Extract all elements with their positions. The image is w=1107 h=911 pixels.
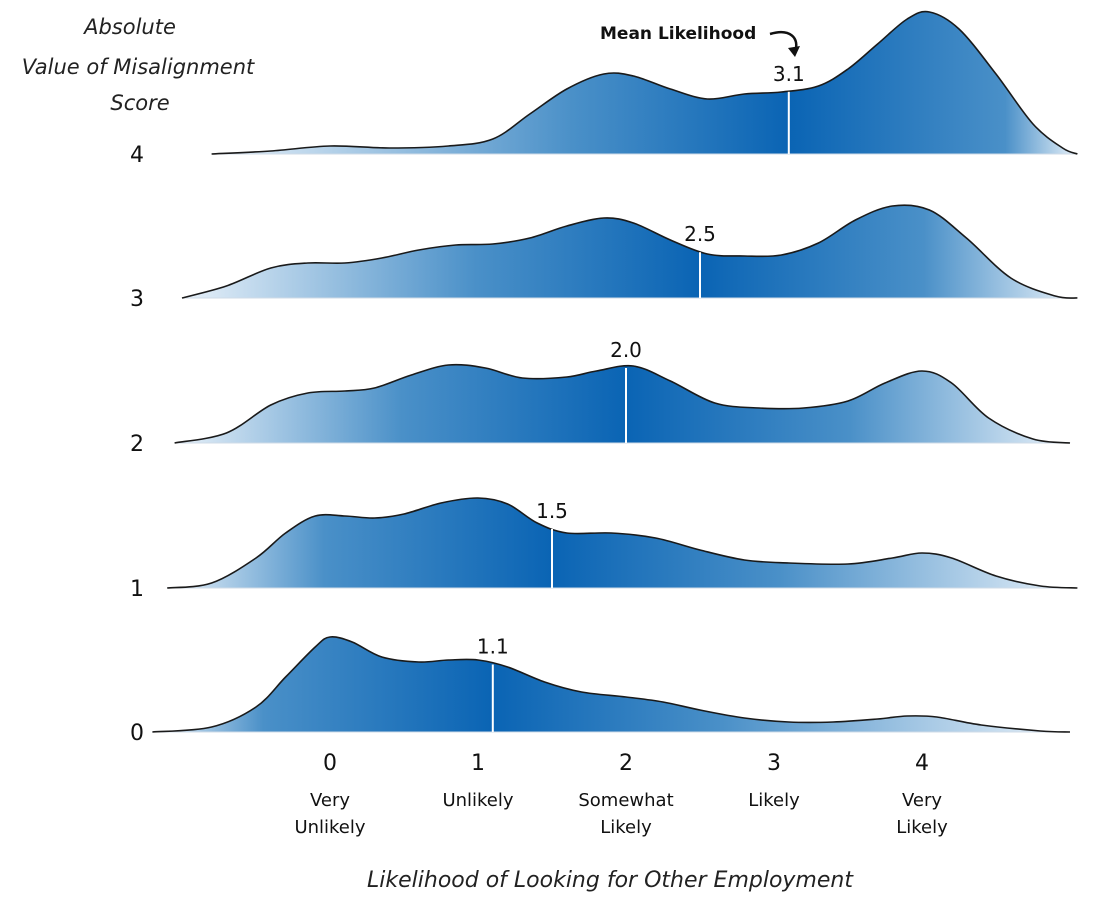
mean-label-4: 3.1 xyxy=(773,62,805,86)
ridges-group: 1.1 0 1.5 1 2.0 2 2.5 3 3.1 4 xyxy=(130,10,1078,746)
y-axis-title-line-1: Absolute xyxy=(82,15,176,39)
y-tick-label-1: 1 xyxy=(130,577,144,602)
x-tick-desc-1-0: Unlikely xyxy=(442,790,513,811)
x-tick-desc-4-0: Very xyxy=(902,790,942,811)
x-tick-value-1: 1 xyxy=(471,751,485,776)
ridge-fill-2 xyxy=(174,364,1071,443)
x-tick-value-2: 2 xyxy=(619,751,633,776)
x-tick-desc-0-0: Very xyxy=(310,790,350,811)
y-axis-title-line-3: Score xyxy=(110,91,169,115)
x-axis: 0 Very Unlikely 1 Unlikely 2 Somewhat Likely 3 Li… xyxy=(294,751,948,838)
x-tick-value-3: 3 xyxy=(767,751,781,776)
y-tick-label-2: 2 xyxy=(130,432,144,457)
ridge-outline-0 xyxy=(152,636,1071,733)
mean-label-3: 2.5 xyxy=(684,222,716,246)
ridge-outline-2 xyxy=(174,363,1071,444)
ridge-outline-3 xyxy=(181,204,1078,299)
x-axis-title: Likelihood of Looking for Other Employme… xyxy=(367,868,854,893)
y-axis-title-line-2: Value of Misalignment xyxy=(22,55,255,79)
x-tick-desc-0-1: Unlikely xyxy=(294,817,365,838)
ridge-fill-4 xyxy=(211,11,1078,155)
x-tick-desc-2-0: Somewhat xyxy=(578,790,673,811)
x-tick-value-4: 4 xyxy=(915,751,929,776)
ridge-fill-0 xyxy=(152,636,1070,732)
y-tick-label-3: 3 xyxy=(130,287,144,312)
mean-label-2: 2.0 xyxy=(610,338,642,362)
x-tick-value-0: 0 xyxy=(323,751,337,776)
ridge-fill-1 xyxy=(167,497,1078,588)
x-tick-desc-3-0: Likely xyxy=(748,790,800,811)
y-tick-label-0: 0 xyxy=(130,721,144,746)
mean-likelihood-annotation: Mean Likelihood xyxy=(600,24,756,44)
y-tick-label-4: 4 xyxy=(130,143,144,168)
x-tick-desc-4-1: Likely xyxy=(896,817,948,838)
annotation-arrowhead-icon xyxy=(788,46,800,57)
mean-label-0: 1.1 xyxy=(477,635,509,659)
ridge-outline-1 xyxy=(167,497,1078,589)
ridge-outline-4 xyxy=(211,10,1078,155)
mean-label-1: 1.5 xyxy=(536,499,568,523)
ridge-fill-3 xyxy=(182,205,1078,299)
x-tick-desc-2-1: Likely xyxy=(600,817,652,838)
